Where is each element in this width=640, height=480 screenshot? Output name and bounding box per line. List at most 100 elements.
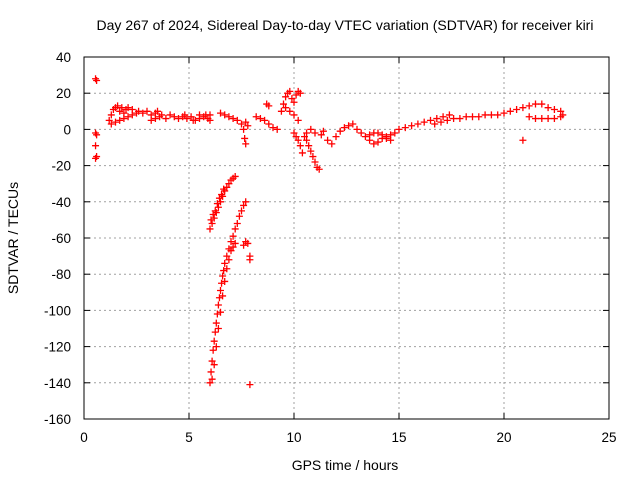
data-point [233,116,241,124]
data-point [208,375,216,383]
data-point [214,203,222,211]
data-point [225,256,233,264]
data-point [292,91,300,99]
data-point [211,328,219,336]
data-point [443,116,451,124]
data-point [219,292,227,300]
data-point [513,105,521,113]
data-point [128,105,136,113]
data-point [210,361,218,369]
x-tick-labels: 0 5 10 15 20 25 [80,430,616,445]
data-point [212,343,220,351]
data-point [290,98,298,106]
data-point [223,252,231,260]
y-tick-label: 20 [56,86,71,101]
data-point [395,125,403,133]
data-point [481,111,489,119]
data-point [532,115,539,123]
data-point [92,142,100,150]
data-point [532,100,539,108]
data-point [487,111,495,119]
y-tick-label: -40 [51,195,71,210]
data-point [544,104,552,112]
x-tick-label: 5 [185,430,193,445]
data-point [93,77,101,85]
data-point [303,136,311,144]
data-point [214,301,222,309]
data-point [139,109,147,117]
data-point [252,113,260,121]
data-point [387,136,395,144]
data-point [181,111,189,119]
data-point [170,113,178,121]
data-point [189,116,197,124]
y-tick-labels: 40 20 0 -20 -40 -60 -80 -100 -120 -140 -160 [44,50,71,427]
data-point [196,111,203,119]
data-point [374,138,382,146]
data-point [277,107,285,115]
data-point [231,225,239,233]
data-point [353,125,361,133]
data-point [244,239,252,247]
data-points [92,75,567,389]
data-point [162,115,170,123]
data-point [309,153,317,161]
data-point [265,102,273,110]
data-point [550,105,558,113]
chart-title: Day 267 of 2024, Sidereal Day-to-day VTE… [97,17,594,33]
data-point [235,212,243,220]
data-point [557,113,565,121]
data-point [336,127,344,135]
data-point [233,220,241,228]
data-point [475,113,483,121]
data-point [378,131,386,139]
data-point [366,131,374,139]
data-point [209,346,217,354]
data-point [273,125,281,133]
data-point [439,113,447,121]
data-point [221,111,229,119]
data-point [294,136,302,144]
data-point [238,120,245,128]
data-point [370,140,378,148]
data-point [211,207,219,215]
data-point [238,207,245,215]
data-point [217,109,224,117]
data-point [246,381,254,389]
data-point [361,133,369,141]
data-point [183,115,191,123]
data-point [307,125,315,133]
y-axis-label: SDTVAR / TECUs [5,182,21,294]
data-point [286,87,294,95]
data-point [93,131,101,139]
data-point [550,115,558,123]
data-point [210,337,218,345]
x-tick-label: 0 [80,430,88,445]
x-tick-label: 20 [496,430,511,445]
data-point [135,107,143,115]
data-point [207,216,215,224]
data-point [280,100,287,108]
data-point [225,113,233,121]
data-point [292,133,300,141]
data-point [227,238,235,246]
data-point [124,104,132,112]
y-tick-label: -80 [51,267,71,282]
data-point [202,111,210,119]
data-point [525,102,533,110]
data-point [209,210,217,218]
data-point [158,111,166,119]
data-point [207,368,215,376]
data-point [544,115,552,123]
data-point [229,232,237,240]
data-point [221,277,229,285]
data-point [112,118,119,126]
data-point [328,140,336,148]
y-tick-label: 0 [63,122,71,137]
data-point [307,147,315,155]
data-point [217,286,224,294]
y-tick-label: -100 [44,303,71,318]
data-point [340,124,348,132]
data-point [107,120,115,128]
x-axis-label: GPS time / hours [292,457,399,473]
